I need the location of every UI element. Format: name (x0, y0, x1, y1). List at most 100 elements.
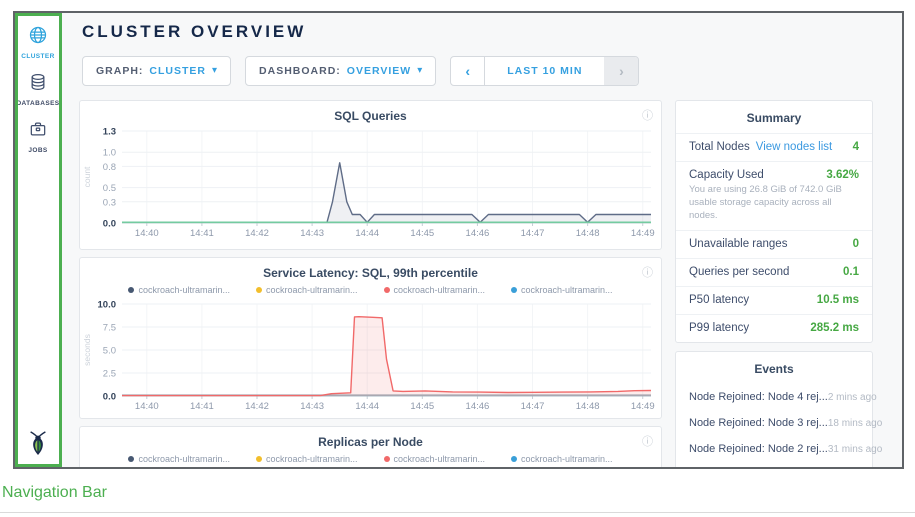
sql-queries-chart-panel: SQL Queries ⓘ 0.0 0.3 0.5 0.8 1.0 1.3 14:40 14:… (79, 100, 662, 250)
svg-text:14:44: 14:44 (355, 228, 379, 239)
info-icon[interactable]: ⓘ (642, 110, 653, 122)
svg-text:14:41: 14:41 (190, 228, 214, 239)
event-row: Node Rejoined: Node 4 rej... 2 mins ago (676, 384, 877, 410)
dashboard-dropdown-label: DASHBOARD: (259, 65, 341, 77)
time-range-dropdown[interactable]: LAST 10 MIN (507, 65, 583, 77)
event-text: Node Rejoined: Node 3 rej... (689, 417, 828, 430)
summary-row-value: 3.62% (826, 169, 859, 181)
sidebar-item-label: CLUSTER (21, 53, 55, 60)
events-rows: Node Rejoined: Node 4 rej... 2 mins ago No… (676, 384, 882, 467)
chevron-left-icon: ‹ (465, 63, 471, 79)
svg-text:14:47: 14:47 (521, 401, 545, 412)
chart-title: Replicas per Node (318, 435, 423, 449)
event-time: 2 mins ago (827, 392, 877, 404)
replicas-per-node-chart-plot[interactable]: 40014:4014:4114:4214:4314:4414:4514:4614… (80, 465, 661, 467)
svg-text:14:46: 14:46 (466, 401, 490, 412)
service-latency-chart-plot[interactable]: 0.0 2.5 5.0 7.5 10.0 14:40 14:41 14:42 14:43 14:4… (80, 296, 661, 416)
legend-item[interactable]: cockroach-ultramarin... (128, 283, 230, 296)
event-row: Node Rejoined: Node 2 rej... 31 mins ago (676, 436, 882, 462)
time-prev-button[interactable]: ‹ (451, 57, 486, 85)
graph-dropdown[interactable]: GRAPH: CLUSTER ▾ (82, 56, 232, 86)
database-icon (28, 72, 48, 97)
summary-row: Queries per second 0.1 (676, 258, 872, 286)
controls-bar: GRAPH: CLUSTER ▾ DASHBOARD: OVERVIEW ▾ ‹… (82, 56, 874, 86)
svg-text:7.5: 7.5 (103, 323, 116, 334)
event-time: 18 mins ago (827, 418, 883, 430)
chart-legend: cockroach-ultramarin... cockroach-ultrama… (80, 283, 661, 296)
legend-dot-icon (511, 455, 518, 462)
svg-text:14:40: 14:40 (135, 401, 159, 412)
main-content: CLUSTER OVERVIEW GRAPH: CLUSTER ▾ DASHBO… (62, 13, 902, 467)
chart-title: Service Latency: SQL, 99th percentile (263, 266, 478, 280)
event-row: Node Rejoined: Node 3 rej... 18 mins ago (676, 410, 882, 436)
svg-text:14:45: 14:45 (410, 401, 434, 412)
summary-row-value: 4 (852, 141, 859, 153)
svg-text:0.3: 0.3 (103, 197, 116, 208)
svg-text:14:48: 14:48 (576, 228, 600, 239)
event-time: 31 mins ago (827, 444, 883, 456)
summary-row: Unavailable ranges 0 (676, 230, 872, 258)
summary-panel: Summary Total Nodes View nodes list 4 Capac… (675, 100, 873, 344)
graph-dropdown-label: GRAPH: (96, 65, 144, 77)
legend-dot-icon (128, 455, 135, 462)
summary-row-label: Queries per second (689, 266, 790, 279)
service-latency-chart-panel: Service Latency: SQL, 99th percentile ⓘ … (79, 257, 662, 419)
svg-text:10.0: 10.0 (98, 300, 117, 311)
page-divider (0, 512, 915, 513)
replicas-per-node-chart-panel: Replicas per Node ⓘ cockroach-ultramarin… (79, 426, 662, 467)
svg-text:14:43: 14:43 (300, 401, 324, 412)
sidebar-item-jobs[interactable]: JOBS (15, 107, 61, 154)
legend-dot-icon (128, 286, 135, 293)
summary-row-label: Total Nodes (689, 141, 750, 153)
sidebar-item-databases[interactable]: DATABASES (15, 60, 61, 107)
legend-item[interactable]: cockroach-ultramarin... (255, 452, 358, 465)
summary-row-subtext: You are using 26.8 GiB of 742.0 GiB usab… (689, 184, 842, 221)
summary-row: P50 latency 10.5 ms (676, 286, 872, 314)
event-row: Node Rejoined: Node 1 rej...an hour ago (676, 462, 872, 467)
legend-label: cockroach-ultramarin... (521, 284, 613, 295)
summary-row-value: 285.2 ms (810, 322, 859, 335)
legend-item[interactable]: cockroach-ultramarin... (255, 283, 358, 296)
chevron-down-icon: ▾ (212, 65, 218, 76)
page-title: CLUSTER OVERVIEW (82, 22, 307, 41)
svg-text:14:45: 14:45 (410, 228, 434, 239)
legend-item[interactable]: cockroach-ultramarin... (128, 452, 230, 465)
time-next-button[interactable]: › (604, 57, 639, 85)
svg-text:14:41: 14:41 (190, 401, 214, 412)
summary-row-value: 0.1 (843, 266, 859, 279)
legend-item[interactable]: cockroach-ultramarin... (511, 452, 613, 465)
summary-row-value: 0 (852, 238, 859, 251)
legend-dot-icon (511, 286, 518, 293)
svg-text:14:43: 14:43 (300, 228, 324, 239)
info-icon[interactable]: ⓘ (642, 267, 653, 279)
events-panel: Events Node Rejoined: Node 4 rej... 2 min… (675, 351, 882, 467)
legend-item[interactable]: cockroach-ultramarin... (383, 283, 486, 296)
svg-text:14:47: 14:47 (521, 228, 545, 239)
legend-dot-icon (255, 455, 262, 462)
svg-text:0.8: 0.8 (103, 162, 116, 173)
globe-icon (28, 25, 48, 50)
summary-row: Capacity Used 3.62% You are using 26.8 GiB… (676, 161, 872, 230)
summary-row-label: Capacity Used (689, 169, 764, 181)
dashboard-dropdown[interactable]: DASHBOARD: OVERVIEW ▾ (245, 56, 437, 86)
annotation-label: Navigation Bar (2, 484, 107, 501)
right-column: Summary Total Nodes View nodes list 4 Capac… (675, 100, 882, 467)
sql-queries-chart-plot[interactable]: 0.0 0.3 0.5 0.8 1.0 1.3 14:40 14:41 14:42 14:43 14… (80, 123, 661, 243)
info-icon[interactable]: ⓘ (642, 436, 653, 448)
legend-label: cockroach-ultramarin... (393, 284, 486, 295)
svg-text:1.3: 1.3 (103, 127, 116, 138)
legend-dot-icon (383, 286, 390, 293)
legend-item[interactable]: cockroach-ultramarin... (511, 283, 613, 296)
svg-text:0.0: 0.0 (103, 392, 116, 403)
view-nodes-list-link[interactable]: View nodes list (755, 141, 833, 153)
legend-label: cockroach-ultramarin... (265, 453, 358, 464)
cockroachdb-logo[interactable] (26, 429, 50, 461)
graph-dropdown-value: CLUSTER (149, 65, 207, 77)
legend-item[interactable]: cockroach-ultramarin... (383, 452, 485, 465)
svg-text:14:46: 14:46 (466, 228, 490, 239)
svg-text:5.0: 5.0 (103, 346, 116, 357)
sidebar-item-cluster[interactable]: CLUSTER (15, 13, 61, 60)
svg-text:14:44: 14:44 (355, 401, 379, 412)
summary-row: Total Nodes View nodes list 4 (676, 133, 872, 161)
